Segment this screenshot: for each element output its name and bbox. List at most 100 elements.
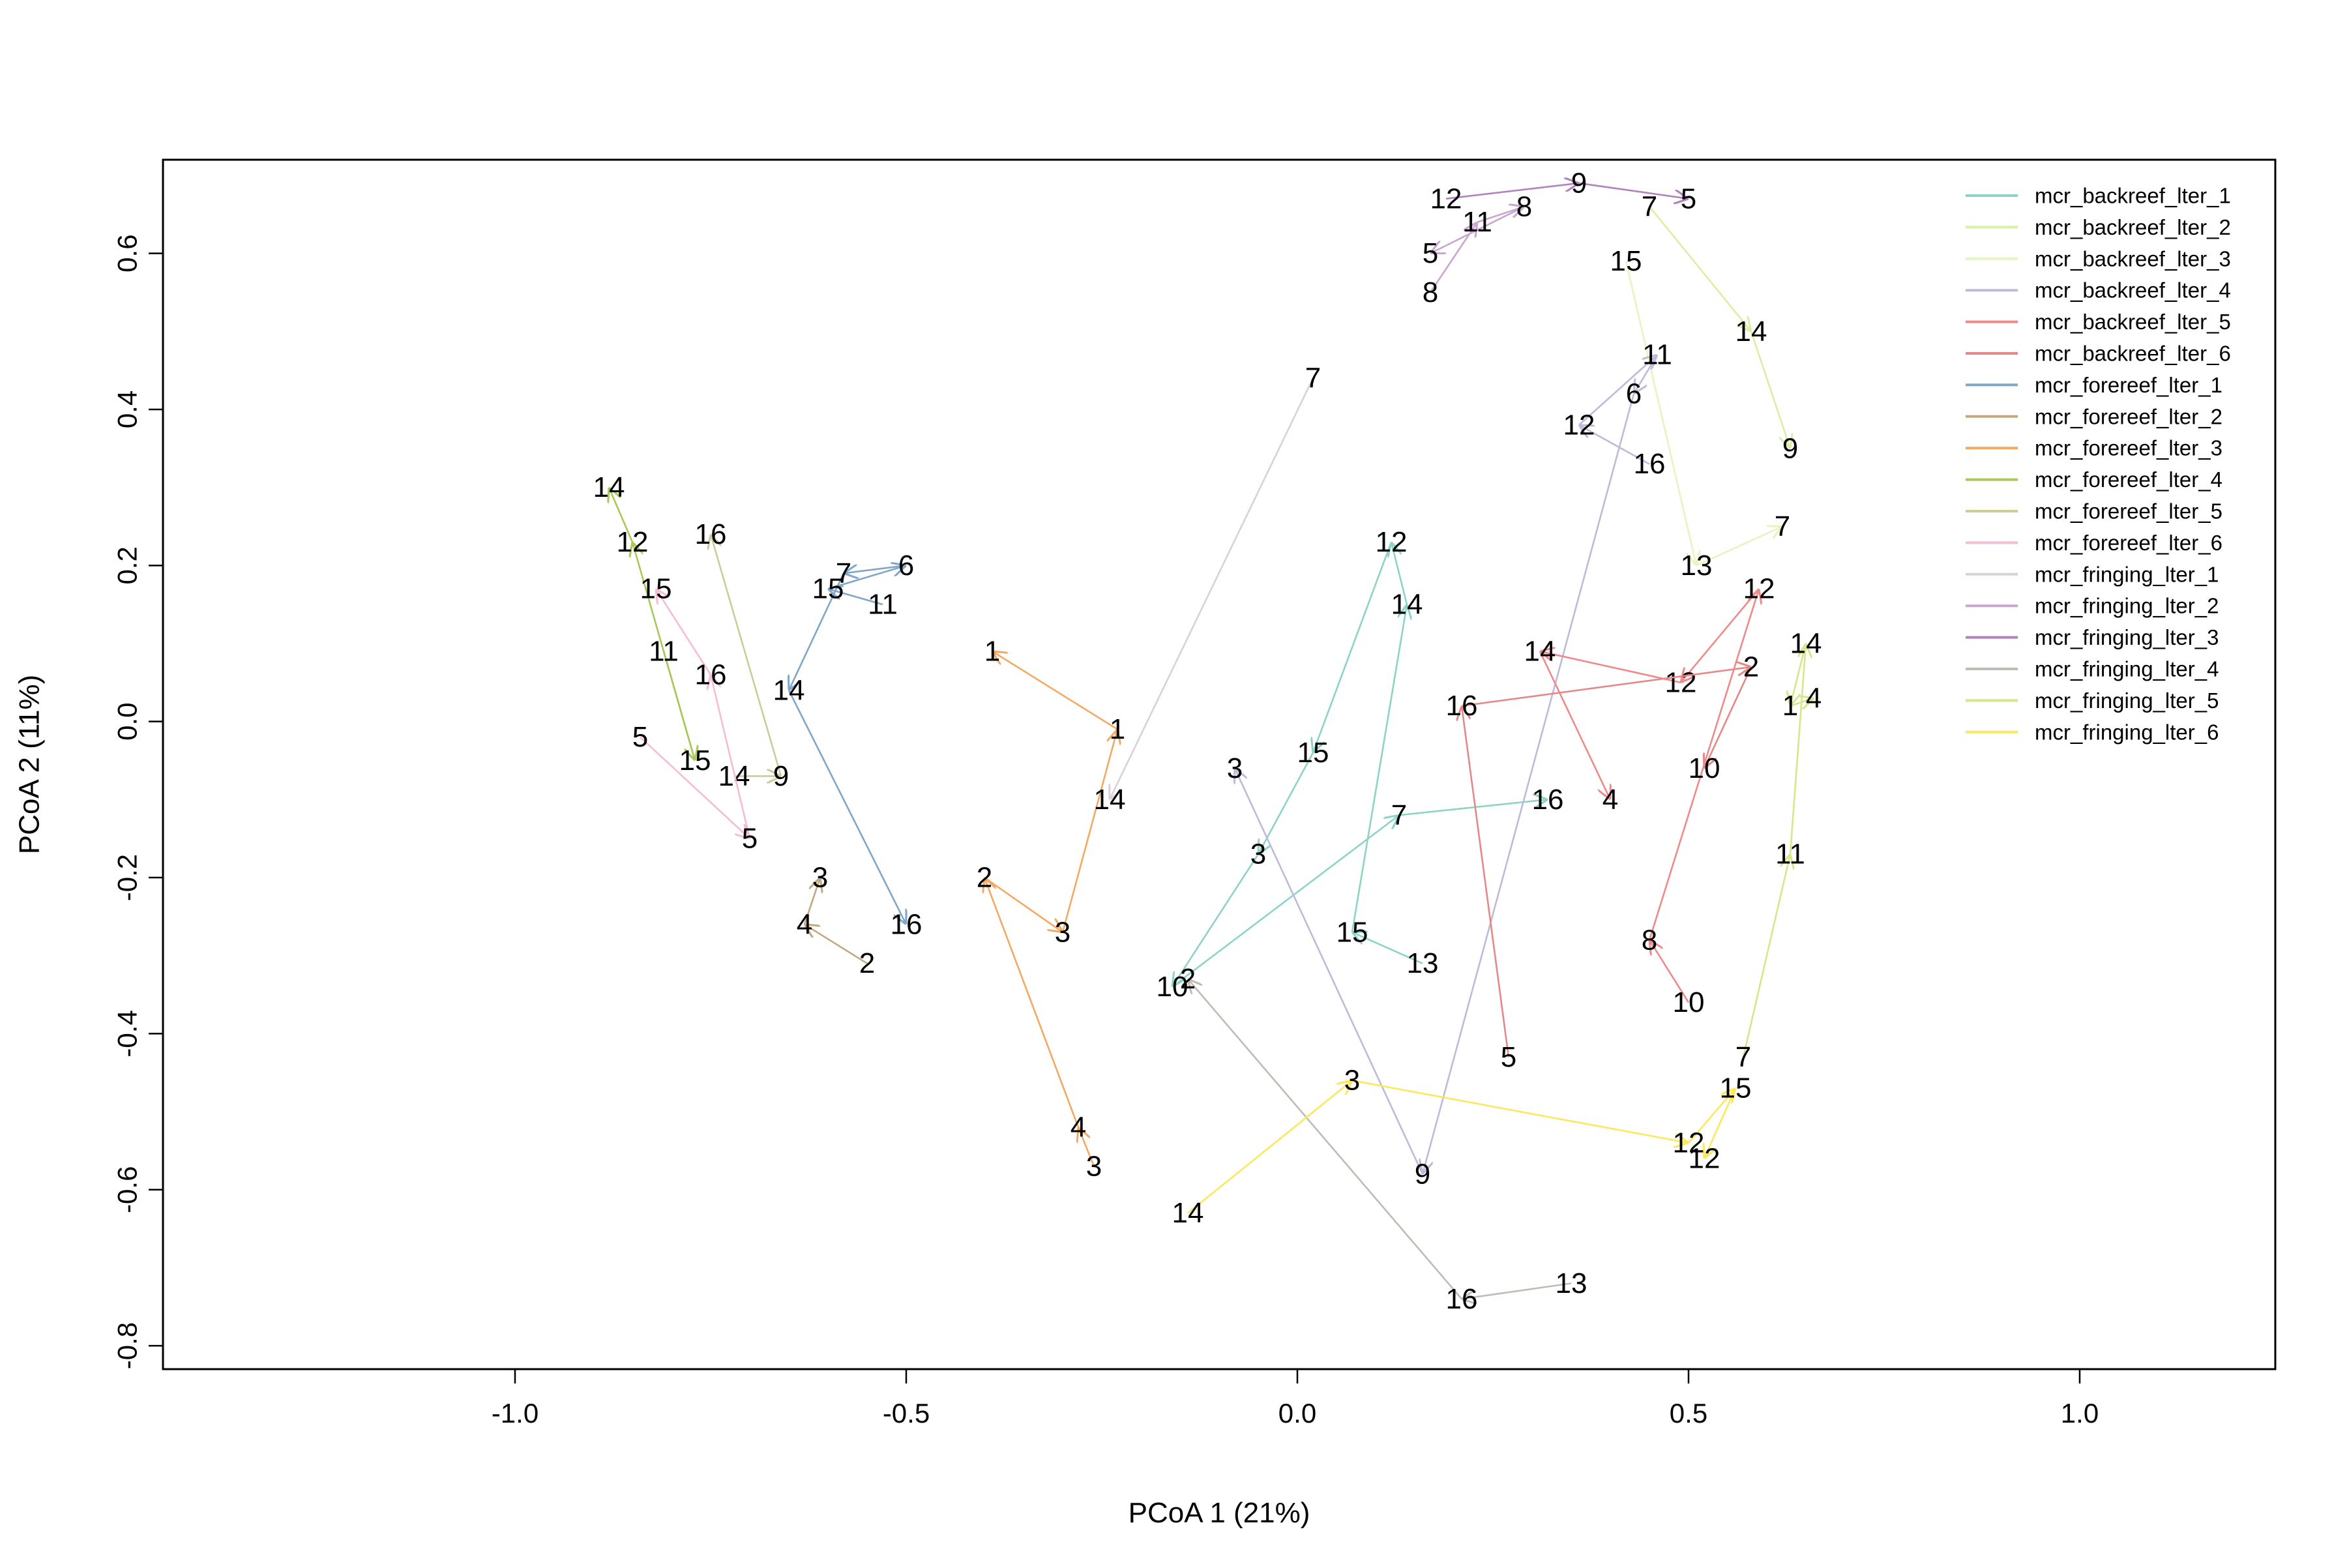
point-label: 11 (649, 635, 679, 667)
point-label: 3 (1227, 752, 1243, 784)
legend-item: mcr_fringing_lter_1 (1966, 562, 2219, 586)
y-axis-title: PCoA 2 (11%) (14, 675, 46, 855)
point-label: 14 (773, 674, 805, 706)
point-label: 12 (1689, 1142, 1720, 1174)
point-label: 14 (1735, 316, 1767, 348)
point-label: 1 (1782, 690, 1798, 722)
trajectory-segment (1704, 1087, 1737, 1159)
trajectory-segment (656, 589, 712, 675)
trajectory-segment (984, 876, 1063, 932)
point-label: 13 (1556, 1267, 1587, 1299)
series-mcr_forereef_lter_2: 2 43 (797, 862, 875, 980)
point-label: 3 (1086, 1150, 1102, 1182)
legend-label: mcr_backreef_lter_3 (2035, 246, 2231, 271)
legend-item: mcr_forereef_lter_6 (1966, 531, 2222, 555)
series-mcr_backreef_lter_4: 16 12 116 9 3 (1227, 339, 1672, 1191)
point-label: 12 (1563, 409, 1595, 441)
legend-label: mcr_forereef_lter_5 (2035, 499, 2222, 524)
trajectory-segment (1188, 979, 1462, 1300)
point-label: 16 (695, 518, 727, 550)
trajectory-segment (1235, 768, 1424, 1175)
legend-item: mcr_forereef_lter_2 (1966, 404, 2222, 428)
series-mcr_forereef_lter_4: 11 15 12 14 (593, 471, 711, 777)
point-label: 12 (1743, 573, 1775, 605)
point-label: 15 (1610, 245, 1642, 277)
legend-item: mcr_forereef_lter_3 (1966, 436, 2222, 460)
trajectory-segment (1110, 377, 1314, 799)
trajectory-segment (1078, 1127, 1095, 1167)
point-label: 6 (898, 550, 914, 582)
trajectory-segment (1352, 932, 1423, 964)
point-label: 12 (1376, 526, 1408, 558)
y-tick-label: 0.4 (112, 391, 143, 428)
point-label: 7 (1305, 362, 1321, 394)
trajectory-segment (1688, 1088, 1735, 1144)
series-mcr_fringing_lter_1: 7 14 (1094, 362, 1321, 816)
x-tick-label: 1.0 (2061, 1398, 2099, 1428)
x-tick-label: -1.0 (492, 1398, 539, 1428)
trajectory-segment (1462, 1282, 1572, 1299)
trajectory-segment (827, 565, 906, 590)
series-mcr_fringing_lter_6: 14 3 12 15 12 (1172, 1065, 1752, 1229)
point-label: 8 (1642, 924, 1657, 956)
legend-item: mcr_fringing_lter_3 (1966, 625, 2219, 649)
point-label: 2 (859, 947, 875, 979)
x-tick-label: 0.0 (1278, 1398, 1316, 1428)
point-label: 14 (1524, 635, 1556, 667)
legend-label: mcr_forereef_lter_1 (2035, 373, 2222, 397)
point-label: 7 (1391, 799, 1407, 831)
point-label: 7 (1642, 190, 1657, 222)
legend-label: mcr_backreef_lter_4 (2035, 278, 2231, 303)
trajectory-segment (1578, 355, 1657, 426)
trajectory-segment (1742, 854, 1790, 1058)
x-tick-label: 0.5 (1670, 1398, 1707, 1428)
point-label: 4 (1070, 1112, 1086, 1144)
trajectory-segment (1648, 205, 1751, 331)
trajectory-segment (1313, 541, 1393, 752)
legend-label: mcr_fringing_lter_4 (2035, 657, 2219, 681)
trajectory-segment (788, 690, 906, 925)
series-mcr_backreef_lter_6: 5 16 2 10 (1446, 651, 1760, 1072)
point-label: 14 (1391, 589, 1423, 621)
trajectory-segment (1578, 182, 1689, 199)
legend-label: mcr_fringing_lter_2 (2035, 594, 2219, 618)
y-axis: -0.8 -0.6 -0.4 -0.2 0.0 0.2 0.4 0.6 (112, 234, 164, 1369)
legend-label: mcr_forereef_lter_4 (2035, 467, 2222, 492)
point-label: 15 (640, 573, 672, 605)
series-mcr_fringing_lter_3: 12 9 5 (1430, 167, 1697, 214)
point-label: 12 (617, 526, 649, 558)
point-label: 5 (1501, 1041, 1516, 1073)
point-label: 12 (1673, 1127, 1705, 1159)
trajectory-segment (711, 675, 751, 839)
point-label: 1 (1110, 713, 1125, 745)
trajectory-segment (1187, 1080, 1352, 1214)
trajectory-segment (844, 565, 907, 573)
trajectory-segment (1790, 643, 1807, 706)
legend-item: mcr_backreef_lter_6 (1966, 342, 2231, 366)
trajectory-segment (1539, 651, 1610, 799)
y-tick-label: 0.2 (112, 546, 143, 584)
legend-item: mcr_backreef_lter_2 (1966, 215, 2231, 239)
trajectory-segment (1351, 604, 1407, 933)
y-tick-label: -0.4 (112, 1010, 143, 1057)
point-label: 5 (1423, 237, 1438, 269)
trajectory-segment (711, 534, 782, 777)
point-label: 13 (1681, 550, 1713, 582)
legend-label: mcr_forereef_lter_2 (2035, 404, 2222, 428)
point-label: 16 (1634, 448, 1666, 480)
legend-label: mcr_fringing_lter_5 (2035, 688, 2219, 713)
legend-label: mcr_forereef_lter_6 (2035, 531, 2222, 555)
point-label: 14 (1094, 784, 1126, 816)
point-label: 16 (695, 658, 727, 690)
trajectory-segment (1625, 261, 1696, 566)
x-tick-label: -0.5 (883, 1398, 930, 1428)
trajectory-segment (1634, 354, 1659, 394)
trajectory-segment (828, 589, 883, 606)
trajectory-segment (1579, 425, 1650, 465)
legend-item: mcr_fringing_lter_6 (1966, 720, 2219, 744)
